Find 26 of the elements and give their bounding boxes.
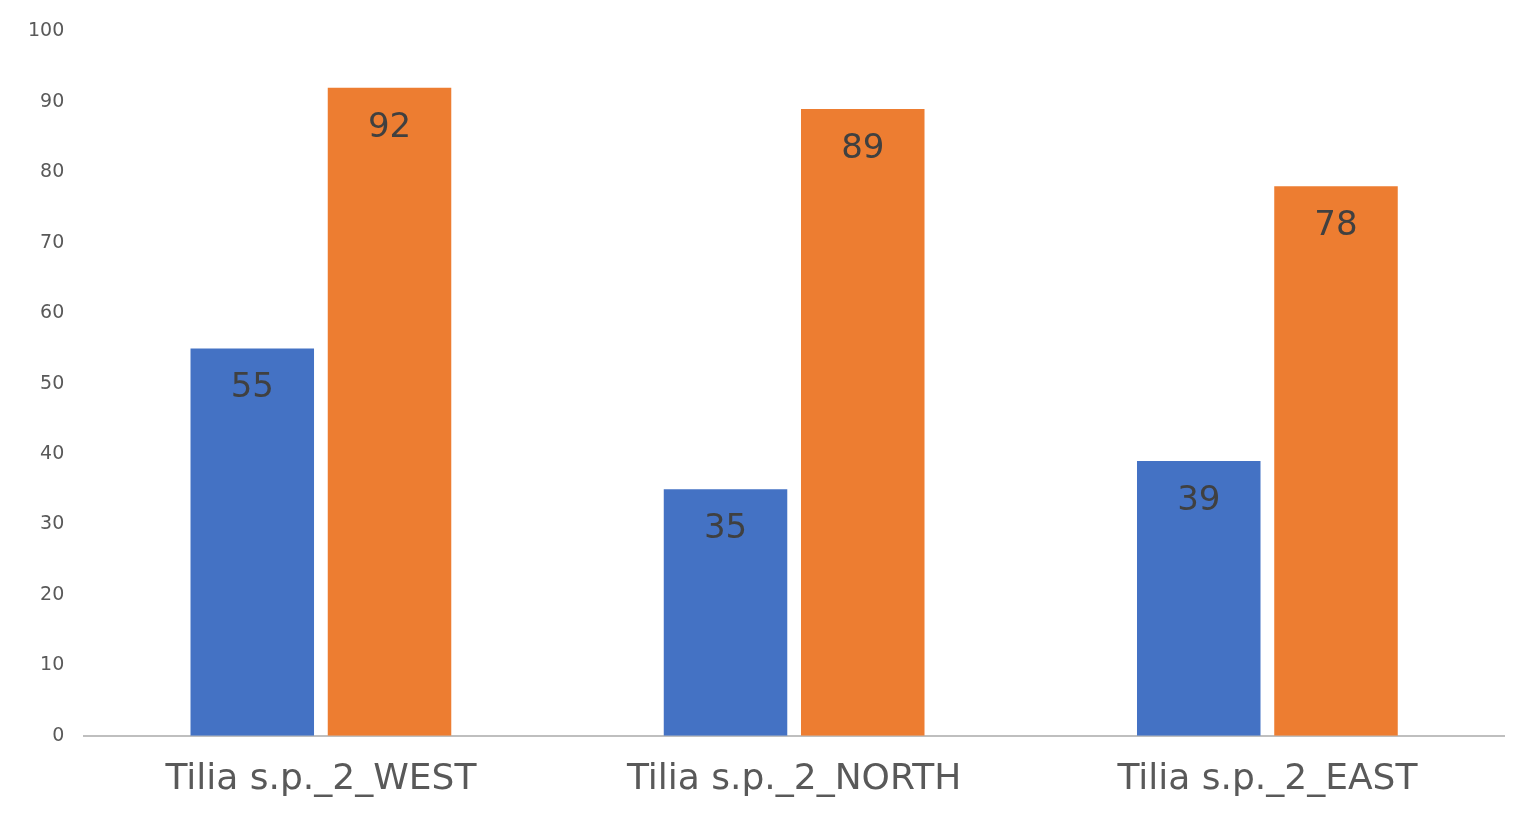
bar	[801, 108, 925, 736]
y-tick-label: 50	[40, 370, 65, 393]
x-tick-label: Tilia s.p._2_EAST	[1116, 755, 1419, 797]
bar	[1274, 186, 1398, 736]
y-tick-label: 60	[40, 300, 65, 323]
y-tick-label: 30	[40, 511, 65, 534]
y-tick-label: 10	[40, 652, 65, 675]
bar	[1137, 461, 1261, 736]
x-tick-label: Tilia s.p._2_NORTH	[625, 755, 962, 797]
y-tick-label: 40	[40, 440, 65, 463]
data-label: 89	[841, 125, 885, 166]
y-tick-label: 100	[28, 18, 65, 41]
x-tick-label: Tilia s.p._2_WEST	[164, 755, 478, 797]
data-label: 78	[1314, 203, 1358, 244]
data-label: 92	[367, 104, 412, 145]
data-label: 39	[1177, 477, 1221, 518]
bar	[663, 489, 788, 736]
y-tick-label: 0	[52, 722, 65, 745]
data-label: 35	[703, 506, 748, 547]
y-tick-label: 90	[40, 88, 65, 111]
bar	[327, 87, 452, 736]
bar	[190, 348, 315, 736]
y-tick-label: 20	[40, 581, 65, 604]
data-label: 55	[230, 365, 274, 406]
y-tick-label: 80	[40, 159, 65, 182]
y-tick-label: 70	[40, 229, 65, 252]
